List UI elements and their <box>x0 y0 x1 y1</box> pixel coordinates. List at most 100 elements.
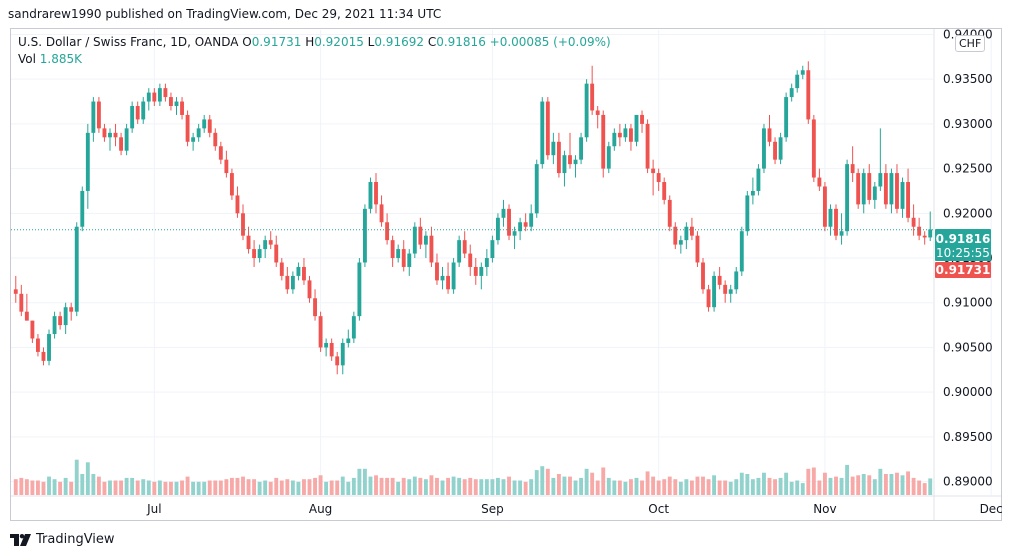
candle-body <box>800 70 805 75</box>
volume-bar <box>900 475 905 495</box>
volume-bar <box>47 476 51 495</box>
candle-body <box>784 97 789 138</box>
volume-bar <box>568 476 572 495</box>
y-tick-label: 0.89500 <box>943 430 993 444</box>
currency-badge[interactable]: CHF <box>955 35 986 52</box>
volume-bar <box>58 481 63 495</box>
volume-bar <box>74 459 79 495</box>
candle-body <box>584 83 589 138</box>
candle-body <box>917 226 922 236</box>
volume-bar <box>590 472 595 495</box>
candle-body <box>174 101 179 107</box>
candle-body <box>712 275 717 308</box>
chart-frame[interactable] <box>10 28 1002 521</box>
volume-bar <box>390 477 395 495</box>
volume-bar <box>617 480 622 495</box>
candle-body <box>113 132 118 138</box>
candle-body <box>257 249 262 259</box>
volume-bar <box>545 468 550 495</box>
volume-bar <box>883 474 888 495</box>
legend-ohlc-row: U.S. Dollar / Swiss Franc, 1D, OANDA O0.… <box>18 34 611 51</box>
volume-bar <box>634 477 639 495</box>
y-tick-label: 0.92500 <box>943 162 993 176</box>
candle-body <box>13 289 18 294</box>
candle-body <box>302 266 306 281</box>
x-tick-label: Aug <box>309 502 332 516</box>
change-value: +0.00085 (+0.09%) <box>489 35 611 49</box>
candle-body <box>695 235 700 263</box>
volume-bar <box>135 480 140 495</box>
volume-bar <box>551 477 556 495</box>
symbol-title[interactable]: U.S. Dollar / Swiss Franc, 1D, OANDA <box>18 35 239 49</box>
candle-body <box>180 101 184 115</box>
volume-bar <box>806 468 811 495</box>
volume-bar <box>141 479 146 495</box>
footer-brand[interactable]: TradingView <box>10 532 115 547</box>
price-tags: 0.91816 10:25:55 0.91731 <box>935 229 991 278</box>
candle-body <box>246 235 251 250</box>
candle-body <box>795 74 800 89</box>
candle-body <box>335 356 340 366</box>
candle-body <box>640 114 644 124</box>
volume-bar <box>13 479 18 495</box>
volume-bar <box>335 480 340 495</box>
candle-body <box>773 141 777 160</box>
candle-body <box>446 275 450 290</box>
candle-body <box>462 240 467 254</box>
candle-body <box>102 128 107 138</box>
volume-bar <box>479 479 484 495</box>
candle-body <box>252 249 257 259</box>
y-tick-label: 0.93000 <box>943 117 993 131</box>
candle-body <box>889 173 894 205</box>
candle-body <box>922 235 927 238</box>
volume-bar <box>346 481 351 495</box>
volume-bar <box>340 476 345 495</box>
volume-bar <box>36 480 40 495</box>
volume-bar <box>202 481 207 495</box>
candle-body <box>534 164 539 214</box>
volume-bar <box>911 477 916 495</box>
candle-body <box>623 128 628 138</box>
volume-bar <box>701 476 705 495</box>
volume-bar <box>750 479 755 495</box>
volume-bar <box>241 476 245 495</box>
x-tick-label: Dec <box>980 502 1003 516</box>
candle-body <box>191 137 196 142</box>
volume-bar <box>180 480 184 495</box>
candle-body <box>723 284 728 294</box>
candle-body <box>540 101 545 165</box>
volume-bar <box>274 477 279 495</box>
candle-body <box>556 141 561 174</box>
volume-bar <box>108 480 112 495</box>
x-tick-label: Jul <box>146 502 161 516</box>
candle-body <box>756 168 761 191</box>
candle-body <box>484 258 489 267</box>
candle-body <box>579 137 584 160</box>
volume-bar <box>229 477 234 495</box>
candle-body <box>501 208 506 218</box>
candle-body <box>479 266 484 276</box>
candle-body <box>828 208 833 227</box>
candle-body <box>590 83 595 111</box>
volume-bar <box>623 481 628 495</box>
candle-body <box>157 88 162 102</box>
candle-body <box>440 275 445 281</box>
candle-body <box>329 342 334 357</box>
volume-bar <box>822 472 827 495</box>
volume-bar <box>124 477 129 495</box>
volume-bar <box>656 480 661 495</box>
volume-bar <box>529 479 534 495</box>
volume-bar <box>795 480 800 495</box>
volume-bar <box>629 479 633 495</box>
candle-body <box>845 164 850 232</box>
candle-body <box>767 128 772 142</box>
volume-bar <box>423 479 428 495</box>
candle-body <box>689 226 694 236</box>
low-value: 0.91692 <box>374 35 424 49</box>
footer-brand-label: TradingView <box>36 532 115 547</box>
candle-body <box>468 253 473 267</box>
candle-body <box>146 92 151 102</box>
candle-body <box>817 177 822 187</box>
candle-body <box>634 114 639 142</box>
